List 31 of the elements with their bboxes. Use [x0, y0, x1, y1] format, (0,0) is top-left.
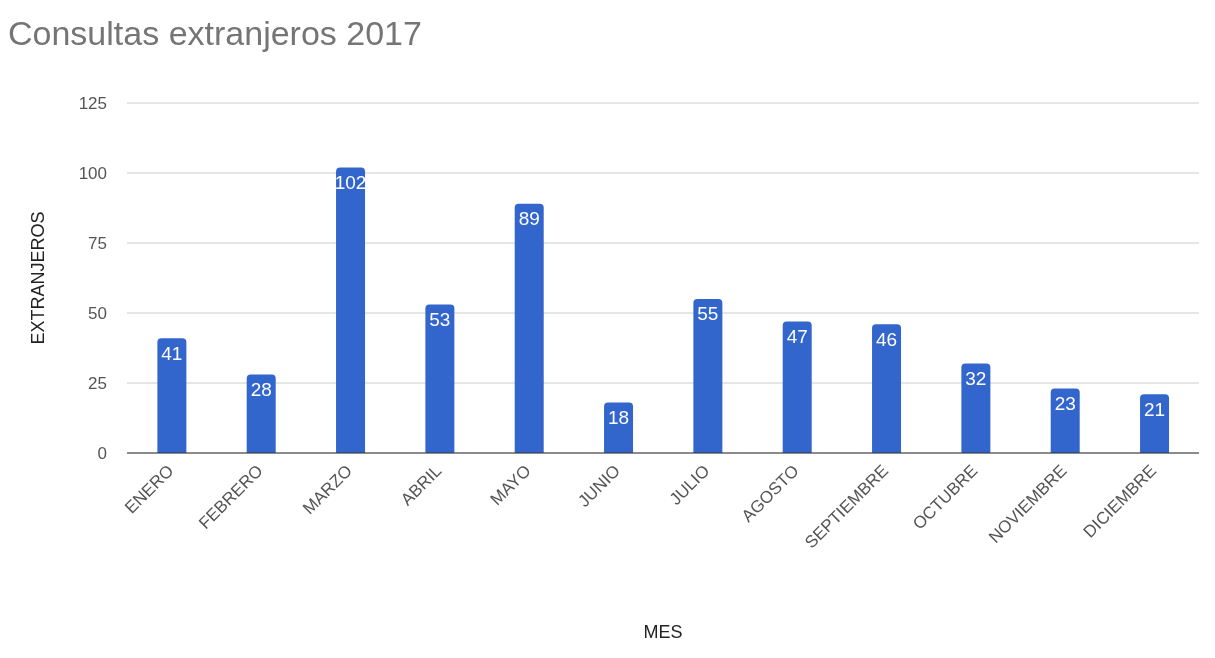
y-axis-title: EXTRANJEROS [28, 211, 49, 345]
data-label: 21 [1143, 398, 1166, 420]
x-axis-title: MES [643, 622, 683, 642]
chart-title: Consultas extranjeros 2017 [8, 14, 422, 53]
y-tick-label: 0 [97, 444, 107, 464]
bar [246, 374, 276, 453]
bar [336, 167, 366, 453]
data-label: 41 [161, 342, 183, 364]
data-label: 55 [697, 303, 719, 325]
y-tick-label: 125 [78, 94, 107, 114]
y-tick-label: 25 [88, 374, 107, 394]
y-tick-label: 100 [78, 164, 107, 184]
bar [1140, 394, 1170, 453]
data-label: 18 [607, 407, 630, 429]
y-tick-label: 50 [88, 304, 107, 324]
data-label: 23 [1054, 393, 1076, 415]
bar [693, 299, 723, 453]
data-label: 89 [518, 208, 540, 230]
bar [961, 363, 991, 453]
bar [514, 203, 544, 453]
data-label: 53 [429, 309, 451, 331]
bar [425, 304, 455, 453]
bar [1050, 388, 1080, 453]
data-label: 46 [875, 328, 898, 350]
data-label: 28 [250, 379, 272, 401]
data-label: 32 [965, 367, 987, 389]
y-tick-label: 75 [88, 234, 107, 254]
data-label: 47 [786, 325, 808, 347]
bar [157, 338, 187, 453]
bar [782, 321, 812, 453]
bar [872, 324, 902, 453]
